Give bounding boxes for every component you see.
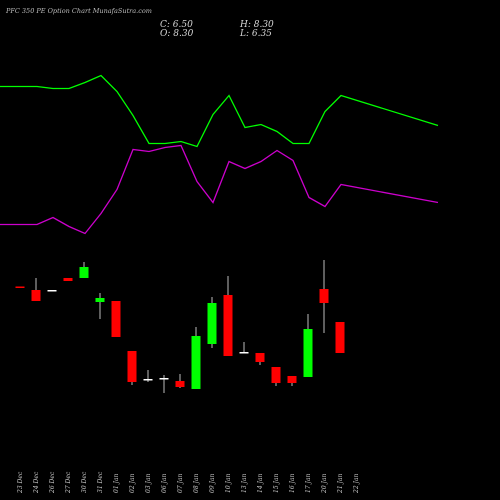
candle-body xyxy=(239,352,249,354)
high-value: H: 8.30 xyxy=(240,20,274,30)
candle-body xyxy=(15,286,25,288)
candle-body xyxy=(191,336,201,389)
candle-body xyxy=(287,376,297,383)
candle-body xyxy=(335,322,345,353)
x-tick-label: 27 Dec xyxy=(65,471,72,494)
x-tick-label: 13 Jan xyxy=(241,473,248,493)
candle-body xyxy=(95,298,105,302)
candle xyxy=(271,367,281,386)
candle xyxy=(207,297,217,348)
x-tick-label: 03 Jan xyxy=(145,473,152,493)
chart-title: PFC 350 PE Option Chart MunafaSutra.com xyxy=(6,7,152,15)
open-value: O: 8.30 xyxy=(160,29,194,39)
candle-body xyxy=(63,278,73,281)
x-tick-label: 23 Dec xyxy=(17,471,24,494)
candle-body xyxy=(319,289,329,303)
low-value: L: 6.35 xyxy=(240,29,272,39)
line-series-1 xyxy=(0,74,439,148)
x-tick-label: 08 Jan xyxy=(193,473,200,493)
x-tick-label: 01 Jan xyxy=(113,473,120,493)
candle xyxy=(15,286,25,288)
candle-body xyxy=(175,381,185,387)
candlestick-layer xyxy=(15,260,345,393)
candle xyxy=(159,375,169,393)
candle-body xyxy=(127,351,137,382)
x-tick-labels: 23 Dec 24 Dec 26 Dec 27 Dec 30 Dec 31 Dec 01 J… xyxy=(17,471,360,494)
candle xyxy=(79,262,89,278)
candle xyxy=(335,322,345,353)
line-series-2 xyxy=(0,144,439,235)
candle xyxy=(47,290,57,292)
candle xyxy=(223,276,233,356)
candle xyxy=(111,301,121,337)
candle xyxy=(303,314,313,377)
x-tick-label: 22 Jan xyxy=(353,473,360,494)
candle-body xyxy=(159,378,169,380)
x-tick-label: 06 Jan xyxy=(161,473,168,493)
x-tick-label: 09 Jan xyxy=(209,473,216,493)
candle-body xyxy=(207,303,217,344)
x-tick-label: 02 Jan xyxy=(129,473,136,493)
candle xyxy=(175,374,185,388)
candle xyxy=(143,370,153,382)
candle xyxy=(63,278,73,281)
candle-body xyxy=(111,301,121,337)
candle xyxy=(255,353,265,365)
candle xyxy=(287,376,297,386)
x-tick-label: 20 Jan xyxy=(321,473,328,494)
x-tick-label: 14 Jan xyxy=(257,473,264,493)
candle xyxy=(95,293,105,319)
candle-body xyxy=(223,295,233,356)
candle-body xyxy=(271,367,281,383)
candle xyxy=(31,278,41,301)
candle-body xyxy=(255,353,265,362)
x-tick-label: 15 Jan xyxy=(273,473,280,493)
x-tick-label: 31 Dec xyxy=(97,471,104,493)
x-tick-label: 26 Dec xyxy=(49,471,56,494)
x-tick-label: 16 Jan xyxy=(289,473,296,493)
close-value: C: 6.50 xyxy=(160,20,193,30)
candle-body xyxy=(303,329,313,377)
line-series-layer xyxy=(0,74,439,235)
x-tick-label: 07 Jan xyxy=(177,473,184,493)
candle xyxy=(239,342,249,354)
x-tick-label: 10 Jan xyxy=(225,473,232,493)
candle xyxy=(191,327,201,389)
x-tick-label: 30 Dec xyxy=(81,471,88,493)
candle xyxy=(127,351,137,385)
x-tick-label: 24 Dec xyxy=(33,471,40,494)
x-tick-label: 17 Jan xyxy=(305,473,312,493)
candle-body xyxy=(143,379,153,381)
candle xyxy=(319,260,329,333)
x-tick-label: 21 Jan xyxy=(337,473,344,494)
candle-body xyxy=(79,267,89,278)
candle-body xyxy=(31,290,41,301)
candle-body xyxy=(47,290,57,292)
